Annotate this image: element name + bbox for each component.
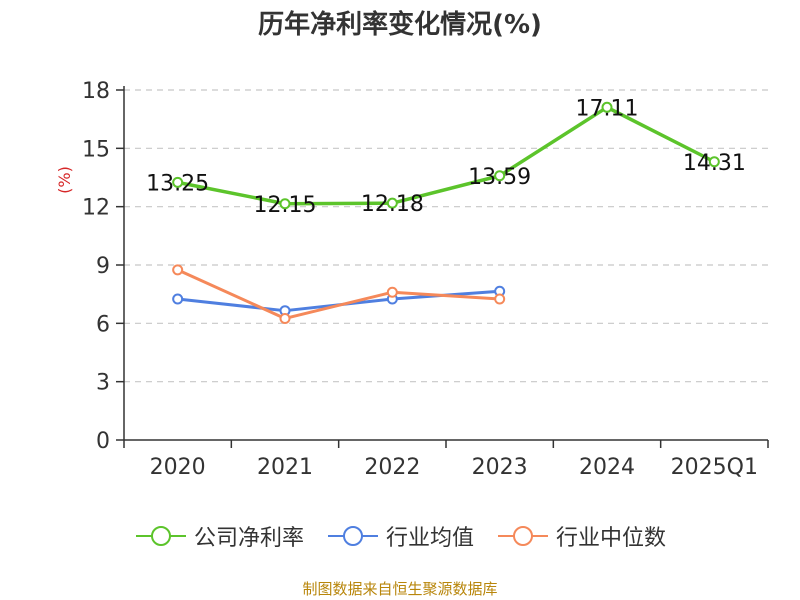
data-label: 13.59	[468, 165, 531, 190]
legend-label-industry-median: 行业中位数	[556, 526, 667, 551]
y-tick-label: 6	[96, 312, 110, 337]
legend-marker-industry-mean	[327, 526, 378, 546]
series-line-2	[177, 268, 500, 320]
data-point[interactable]	[172, 293, 184, 305]
legend-item-industry-median[interactable]: 行业中位数	[496, 520, 666, 552]
series-line-0	[177, 105, 716, 206]
data-point[interactable]	[172, 176, 184, 188]
data-label: 12.15	[254, 193, 317, 218]
y-tick-label: 0	[96, 429, 110, 454]
data-point[interactable]	[386, 197, 398, 209]
y-tick-label: 9	[96, 254, 110, 279]
x-tick-label: 2020	[150, 455, 206, 480]
legend-label-company: 公司净利率	[193, 526, 304, 551]
data-point[interactable]	[172, 264, 184, 276]
chart-title: 历年净利率变化情况(%)	[258, 10, 542, 40]
y-tick-label: 18	[82, 79, 110, 104]
data-point[interactable]	[708, 156, 720, 168]
legend: 公司净利率 行业均值 行业中位数	[0, 516, 800, 556]
legend-label-industry-mean: 行业均值	[385, 526, 474, 551]
data-label: 17.11	[576, 96, 639, 121]
x-tick-label: 2024	[579, 455, 635, 480]
data-label: 12.18	[361, 192, 424, 217]
x-tick-label: 2021	[257, 455, 313, 480]
data-point[interactable]	[494, 293, 506, 305]
legend-item-industry-mean[interactable]: 行业均值	[326, 520, 474, 552]
y-tick-label: 12	[82, 196, 110, 221]
y-axis-label: (%)	[55, 166, 74, 194]
y-tick-label: 3	[96, 371, 110, 396]
legend-marker-industry-median	[498, 526, 548, 546]
data-point[interactable]	[279, 198, 291, 210]
x-tick-label: 2022	[364, 455, 420, 480]
data-point[interactable]	[601, 101, 613, 113]
data-point[interactable]	[279, 312, 291, 324]
data-point[interactable]	[386, 286, 398, 298]
data-point[interactable]	[494, 170, 506, 182]
y-tick-label: 15	[82, 137, 110, 162]
data-label: 13.25	[146, 171, 209, 196]
data-source-note: 制图数据来自恒生聚源数据库	[302, 580, 498, 598]
legend-item-company[interactable]: 公司净利率	[134, 520, 304, 552]
x-tick-label: 2025Q1	[671, 455, 758, 480]
x-tick-label: 2023	[472, 455, 528, 480]
series-line-1	[177, 289, 500, 313]
legend-marker-company	[135, 526, 186, 546]
data-label: 14.31	[683, 151, 746, 176]
